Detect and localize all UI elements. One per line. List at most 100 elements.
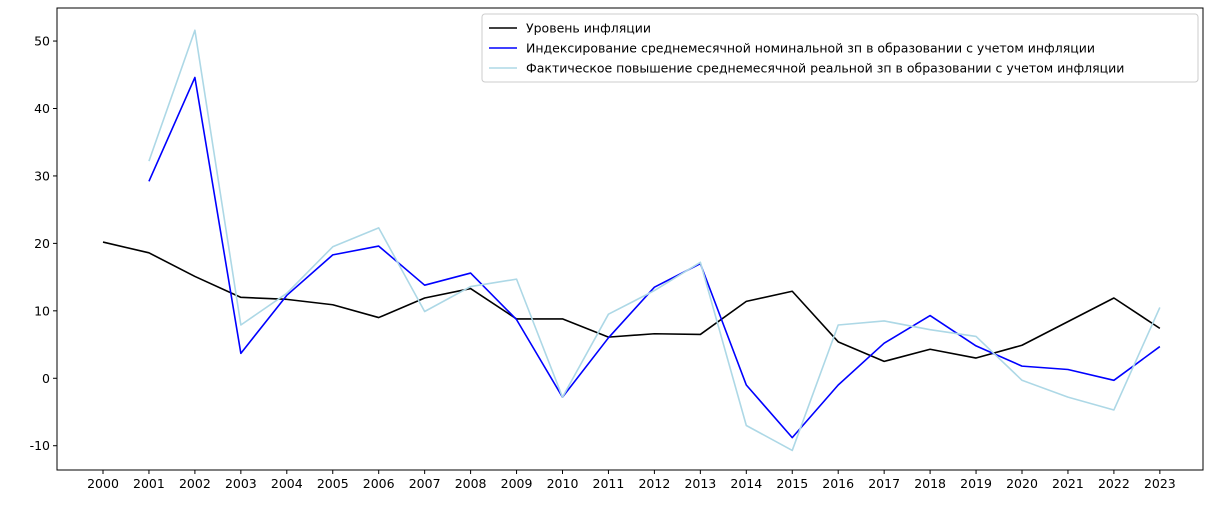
plot-frame xyxy=(56,7,1204,471)
x-tick-label: 2022 xyxy=(1098,476,1130,491)
legend-label: Уровень инфляции xyxy=(526,21,651,36)
y-tick-label: 20 xyxy=(34,236,50,251)
x-tick-label: 2016 xyxy=(822,476,854,491)
x-tick-label: 2019 xyxy=(960,476,992,491)
data-point xyxy=(791,290,793,292)
y-tick-label: 40 xyxy=(34,101,50,116)
y-tick-label: -10 xyxy=(30,438,50,453)
x-tick-label: 2008 xyxy=(455,476,487,491)
data-point xyxy=(654,286,656,288)
x-tick-label: 2015 xyxy=(776,476,808,491)
data-point xyxy=(424,311,426,313)
axis-layer: 2000 2001 2002 2003 2004 2005 2006 2007 2008 2009… xyxy=(30,34,1176,491)
legend-label: Индексирование среднемесячной номинально… xyxy=(526,41,1095,56)
x-tick-label: 2021 xyxy=(1052,476,1084,491)
data-point xyxy=(332,254,334,256)
data-point xyxy=(286,292,288,294)
data-point xyxy=(562,396,564,398)
x-tick-label: 2013 xyxy=(684,476,716,491)
legend: Уровень инфляции Индексирование среднемес… xyxy=(481,13,1199,83)
data-point xyxy=(240,353,242,355)
data-point xyxy=(332,246,334,248)
data-point xyxy=(378,245,380,247)
data-point xyxy=(1021,365,1023,367)
data-point xyxy=(929,315,931,317)
data-point xyxy=(1067,396,1069,398)
data-point xyxy=(378,317,380,319)
data-point xyxy=(883,342,885,344)
data-point xyxy=(516,319,518,321)
data-point xyxy=(1067,369,1069,371)
series-line-3 xyxy=(148,29,1161,452)
y-tick-label: 30 xyxy=(34,168,50,183)
series-layer xyxy=(102,29,1161,452)
data-point xyxy=(286,295,288,297)
data-point xyxy=(148,160,150,162)
x-tick-label: 2001 xyxy=(133,476,165,491)
data-point xyxy=(194,29,196,31)
x-tick-label: 2002 xyxy=(179,476,211,491)
data-point xyxy=(470,288,472,290)
x-tick-label: 2006 xyxy=(363,476,395,491)
plot-background xyxy=(57,8,1203,470)
x-tick-label: 2011 xyxy=(593,476,625,491)
data-point xyxy=(700,261,702,263)
data-point xyxy=(562,318,564,320)
data-point xyxy=(1159,307,1161,309)
legend-label: Фактическое повышение среднемесячной реа… xyxy=(526,61,1124,76)
data-point xyxy=(975,357,977,359)
data-point xyxy=(516,278,518,280)
data-point xyxy=(148,181,150,183)
data-point xyxy=(837,324,839,326)
x-tick-label: 2009 xyxy=(501,476,533,491)
data-point xyxy=(746,301,748,303)
data-point xyxy=(837,384,839,386)
data-point xyxy=(148,252,150,254)
data-point xyxy=(1021,379,1023,381)
data-point xyxy=(608,337,610,339)
data-point xyxy=(883,320,885,322)
x-tick-label: 2017 xyxy=(868,476,900,491)
x-tick-label: 2014 xyxy=(730,476,762,491)
data-point xyxy=(929,329,931,331)
x-tick-label: 2018 xyxy=(914,476,946,491)
x-tick-label: 2003 xyxy=(225,476,257,491)
data-point xyxy=(378,227,380,229)
data-point xyxy=(654,333,656,335)
data-point xyxy=(102,241,104,243)
data-point xyxy=(194,276,196,278)
data-point xyxy=(1113,297,1115,299)
y-tick-label: 0 xyxy=(42,371,50,386)
data-point xyxy=(470,272,472,274)
data-point xyxy=(194,77,196,79)
data-point xyxy=(975,345,977,347)
data-point xyxy=(791,450,793,452)
data-point xyxy=(746,425,748,427)
data-point xyxy=(240,324,242,326)
x-tick-label: 2010 xyxy=(547,476,579,491)
data-point xyxy=(240,297,242,299)
data-point xyxy=(470,286,472,288)
y-tick-label: 50 xyxy=(34,34,50,49)
data-point xyxy=(608,313,610,315)
data-point xyxy=(1067,321,1069,323)
x-tick-label: 2020 xyxy=(1006,476,1038,491)
data-point xyxy=(929,348,931,350)
data-point xyxy=(1113,379,1115,381)
data-point xyxy=(1021,344,1023,346)
x-tick-label: 2004 xyxy=(271,476,303,491)
x-tick-label: 2007 xyxy=(409,476,441,491)
series-line-2 xyxy=(148,76,1161,439)
data-point xyxy=(654,290,656,292)
data-point xyxy=(791,437,793,439)
data-point xyxy=(746,384,748,386)
legend-box xyxy=(481,13,1199,83)
x-tick-label: 2005 xyxy=(317,476,349,491)
data-point xyxy=(424,284,426,286)
x-tick-label: 2000 xyxy=(87,476,119,491)
data-point xyxy=(1159,346,1161,348)
x-tick-label: 2023 xyxy=(1144,476,1176,491)
data-point xyxy=(1113,409,1115,411)
